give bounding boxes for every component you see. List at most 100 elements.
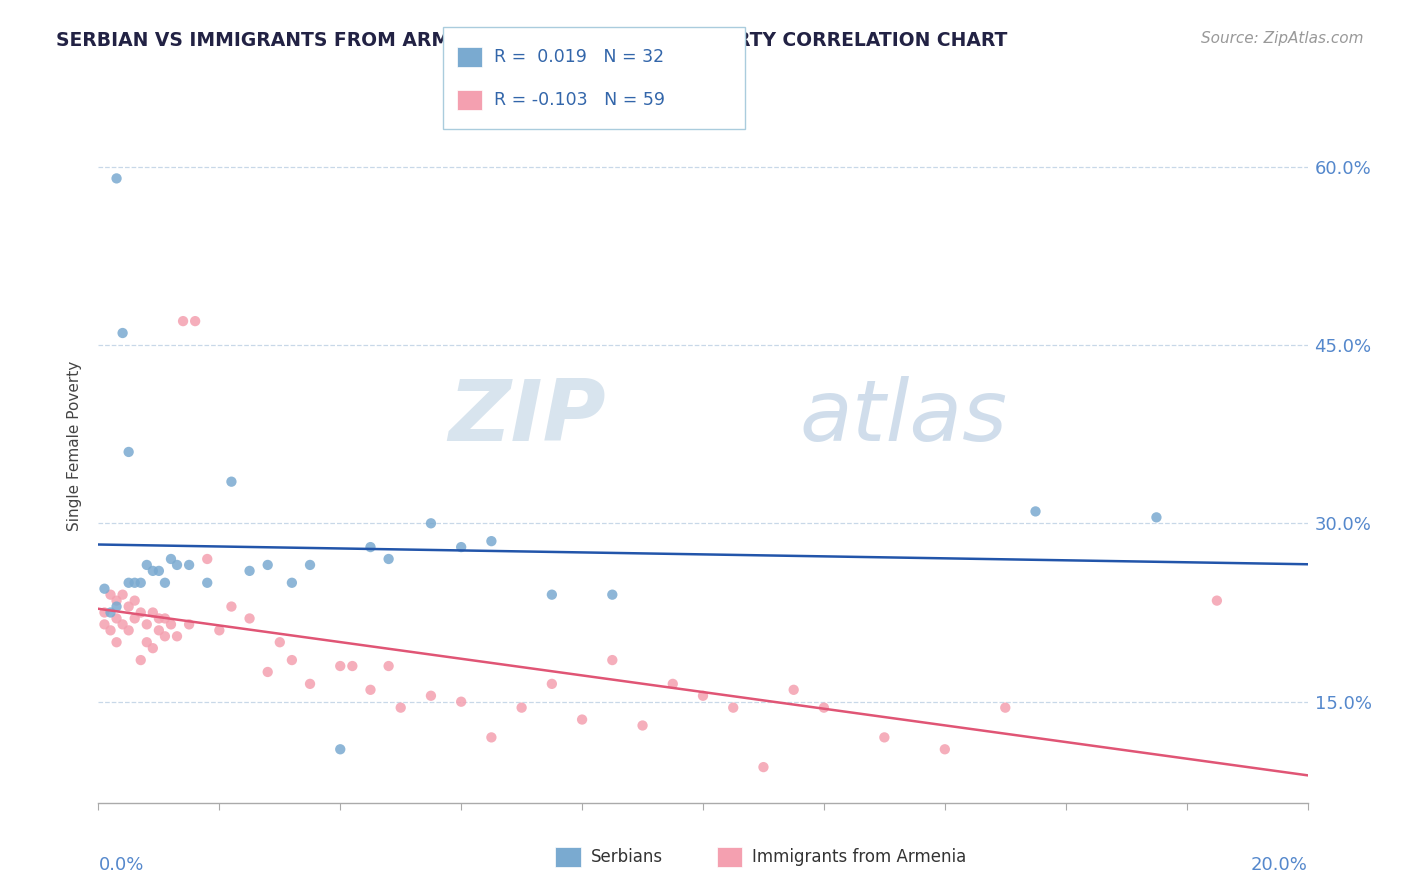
Point [631, 718, 654, 732]
Point [153, 629, 176, 643]
Text: Source: ZipAtlas.com: Source: ZipAtlas.com [1201, 31, 1364, 46]
Point [100, 606, 122, 620]
Point [135, 617, 157, 632]
Point [481, 534, 503, 549]
Point [239, 611, 262, 625]
Point [540, 677, 562, 691]
Text: 0.0%: 0.0% [98, 856, 143, 874]
Y-axis label: Single Female Poverty: Single Female Poverty [67, 361, 83, 531]
Point [142, 564, 165, 578]
Point [723, 700, 745, 714]
Point [105, 593, 128, 607]
Point [783, 682, 806, 697]
Point [377, 659, 399, 673]
Text: atlas: atlas [800, 376, 1008, 459]
Point [124, 611, 146, 625]
Text: 20.0%: 20.0% [1251, 856, 1308, 874]
Point [153, 611, 176, 625]
Point [129, 606, 152, 620]
Point [934, 742, 956, 756]
Point [93, 606, 115, 620]
Point [329, 659, 352, 673]
Point [105, 171, 128, 186]
Point [571, 713, 593, 727]
Point [692, 689, 714, 703]
Point [129, 653, 152, 667]
Point [481, 731, 503, 745]
Point [420, 516, 443, 531]
Point [195, 552, 218, 566]
Point [160, 617, 183, 632]
Point [142, 606, 165, 620]
Point [148, 611, 170, 625]
Point [752, 760, 775, 774]
Point [256, 665, 278, 679]
Point [360, 682, 382, 697]
Point [813, 700, 835, 714]
Point [281, 575, 304, 590]
Point [135, 558, 157, 572]
Point [118, 624, 141, 638]
Point [221, 475, 243, 489]
Point [208, 624, 231, 638]
Point [299, 558, 322, 572]
Point [105, 635, 128, 649]
Point [160, 552, 183, 566]
Text: Serbians: Serbians [591, 848, 662, 866]
Text: ZIP: ZIP [449, 376, 606, 459]
Point [111, 326, 134, 340]
Point [148, 564, 170, 578]
Text: R = -0.103   N = 59: R = -0.103 N = 59 [494, 91, 665, 109]
Text: SERBIAN VS IMMIGRANTS FROM ARMENIA SINGLE FEMALE POVERTY CORRELATION CHART: SERBIAN VS IMMIGRANTS FROM ARMENIA SINGL… [56, 31, 1008, 50]
Point [184, 314, 207, 328]
Point [111, 617, 134, 632]
Point [994, 700, 1017, 714]
Text: R =  0.019   N = 32: R = 0.019 N = 32 [494, 48, 664, 66]
Point [100, 624, 122, 638]
Point [1144, 510, 1167, 524]
Text: Immigrants from Armenia: Immigrants from Armenia [752, 848, 966, 866]
Point [93, 582, 115, 596]
Point [299, 677, 322, 691]
Point [105, 599, 128, 614]
Point [450, 540, 472, 554]
Point [602, 653, 624, 667]
Point [118, 575, 141, 590]
Point [129, 575, 152, 590]
Point [153, 575, 176, 590]
Point [124, 593, 146, 607]
Point [124, 575, 146, 590]
Point [179, 617, 201, 632]
Point [1206, 593, 1229, 607]
Point [256, 558, 278, 572]
Point [100, 588, 122, 602]
Point [342, 659, 364, 673]
Point [360, 540, 382, 554]
Point [118, 599, 141, 614]
Point [105, 611, 128, 625]
Point [389, 700, 412, 714]
Point [450, 695, 472, 709]
Point [221, 599, 243, 614]
Point [166, 629, 188, 643]
Point [510, 700, 533, 714]
Point [662, 677, 685, 691]
Point [195, 575, 218, 590]
Point [148, 624, 170, 638]
Point [329, 742, 352, 756]
Point [420, 689, 443, 703]
Point [179, 558, 201, 572]
Point [118, 445, 141, 459]
Point [135, 635, 157, 649]
Point [269, 635, 291, 649]
Point [166, 558, 188, 572]
Point [602, 588, 624, 602]
Point [239, 564, 262, 578]
Point [93, 617, 115, 632]
Point [281, 653, 304, 667]
Point [1024, 504, 1046, 518]
Point [172, 314, 194, 328]
Point [540, 588, 562, 602]
Point [377, 552, 399, 566]
Point [873, 731, 896, 745]
